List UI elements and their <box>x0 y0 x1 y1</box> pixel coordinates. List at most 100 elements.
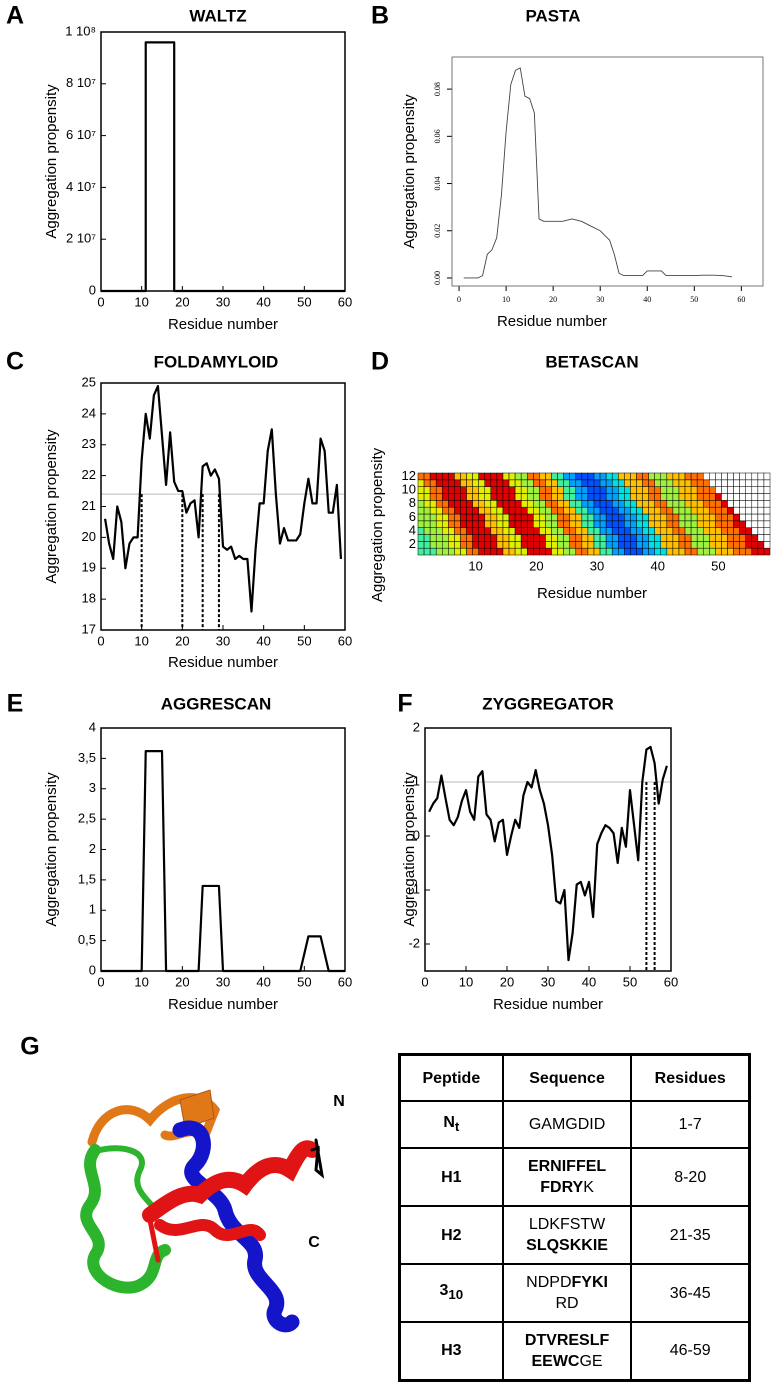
sequence-part: FDRY <box>540 1179 584 1196</box>
empty-cell <box>757 472 765 481</box>
table-row: Nt GAMGDID 1-7 <box>398 1100 751 1149</box>
heat-cell <box>526 527 534 535</box>
heat-cell <box>715 534 722 542</box>
data-line <box>103 384 343 613</box>
heat-cell <box>539 472 546 481</box>
heat-cell <box>490 472 498 481</box>
sequence-part: SLQSKKIE <box>526 1237 608 1254</box>
heat-cell <box>599 541 607 549</box>
table-row: H3 DTVRESLF EEWCGE 46-59 <box>398 1321 751 1381</box>
sequence-cell: GAMGDID <box>501 1100 633 1149</box>
chart-title: FOLDAMYLOID <box>154 352 279 371</box>
heat-cell <box>448 520 455 528</box>
heat-cell <box>448 534 455 542</box>
heat-cell <box>514 486 522 494</box>
heat-cell <box>496 500 504 508</box>
x-tick-label: 10 <box>502 295 510 304</box>
sequence-line: LDKFSTW <box>504 1214 631 1235</box>
heat-cell <box>642 527 649 535</box>
heat-cell <box>605 486 613 494</box>
heat-cell <box>514 541 522 549</box>
heat-cell <box>611 500 619 508</box>
heat-cell <box>484 479 492 487</box>
heat-cell <box>496 479 504 487</box>
heat-cell <box>684 486 692 494</box>
panel-letter: D <box>371 348 389 376</box>
heat-cell <box>630 472 637 481</box>
heat-cell <box>575 513 583 522</box>
y-tick-label: 1 <box>413 773 420 788</box>
heat-cell <box>551 493 558 501</box>
heat-cell <box>502 506 510 515</box>
heat-cell <box>690 520 698 528</box>
heat-cell <box>624 493 631 501</box>
heat-cell <box>502 472 510 481</box>
heat-cell <box>581 541 589 549</box>
heat-cell <box>429 547 437 556</box>
heat-cell <box>563 486 570 494</box>
heat-cell <box>696 506 704 515</box>
heat-cell <box>654 541 662 549</box>
empty-cell <box>739 513 746 522</box>
heat-cell <box>557 541 564 549</box>
peptide-name: N <box>443 1113 455 1131</box>
heat-cell <box>466 541 473 549</box>
table-row: H2 LDKFSTW SLQSKKIE 21-35 <box>398 1205 751 1265</box>
heat-cell <box>551 506 558 515</box>
heat-cell <box>678 534 686 542</box>
residues-cell: 21-35 <box>630 1205 751 1265</box>
heat-cell <box>587 547 595 556</box>
heat-cell <box>417 493 425 501</box>
heat-cell <box>423 520 431 528</box>
heat-cell <box>648 520 655 528</box>
sequence-line: GAMGDID <box>504 1114 631 1135</box>
heat-cell <box>739 527 746 535</box>
empty-cell <box>757 527 765 535</box>
heat-cell <box>442 547 449 556</box>
heat-cell <box>599 527 607 535</box>
heat-cell <box>502 479 510 487</box>
heat-cell <box>478 547 486 556</box>
heat-cell <box>757 547 765 556</box>
heat-cell <box>466 486 473 494</box>
heat-cell <box>551 534 558 542</box>
y-tick-label: 2 <box>89 841 96 856</box>
y-axis-label: Aggregation propensity <box>401 94 418 249</box>
empty-cell <box>763 534 771 542</box>
heat-cell <box>533 520 540 528</box>
peptide-name: 3 <box>439 1282 449 1300</box>
heat-cell <box>466 479 473 487</box>
data-line <box>428 745 668 962</box>
heat-cell <box>642 500 649 508</box>
heat-cell <box>472 547 479 556</box>
chart-title: BETASCAN <box>545 352 638 371</box>
heat-cell <box>466 472 473 481</box>
sequence-part: GAMGDID <box>528 1116 606 1133</box>
heat-cell <box>551 486 558 494</box>
heat-cell <box>660 520 668 528</box>
heat-cell <box>654 547 662 556</box>
y-tick-label: 1 10⁸ <box>65 23 96 38</box>
heat-cell <box>557 506 564 515</box>
heat-cell <box>563 520 570 528</box>
heat-cell <box>514 513 522 522</box>
chart-title: AGGRESCAN <box>161 694 272 713</box>
sequence-cell: LDKFSTW SLQSKKIE <box>501 1205 633 1265</box>
empty-cell <box>745 479 753 487</box>
empty-cell <box>733 493 740 501</box>
heat-cell <box>611 513 619 522</box>
heat-cell <box>715 547 722 556</box>
data-line <box>101 41 345 293</box>
heat-cell <box>533 547 540 556</box>
heat-cell <box>569 506 577 515</box>
heat-cell <box>575 493 583 501</box>
heat-cell <box>490 493 498 501</box>
heat-cell <box>563 527 570 535</box>
heat-cell <box>599 547 607 556</box>
heat-cell <box>745 547 753 556</box>
empty-cell <box>727 479 734 487</box>
y-tick-label: 0.02 <box>433 224 442 238</box>
heat-cell <box>660 493 668 501</box>
heat-cell <box>569 547 577 556</box>
